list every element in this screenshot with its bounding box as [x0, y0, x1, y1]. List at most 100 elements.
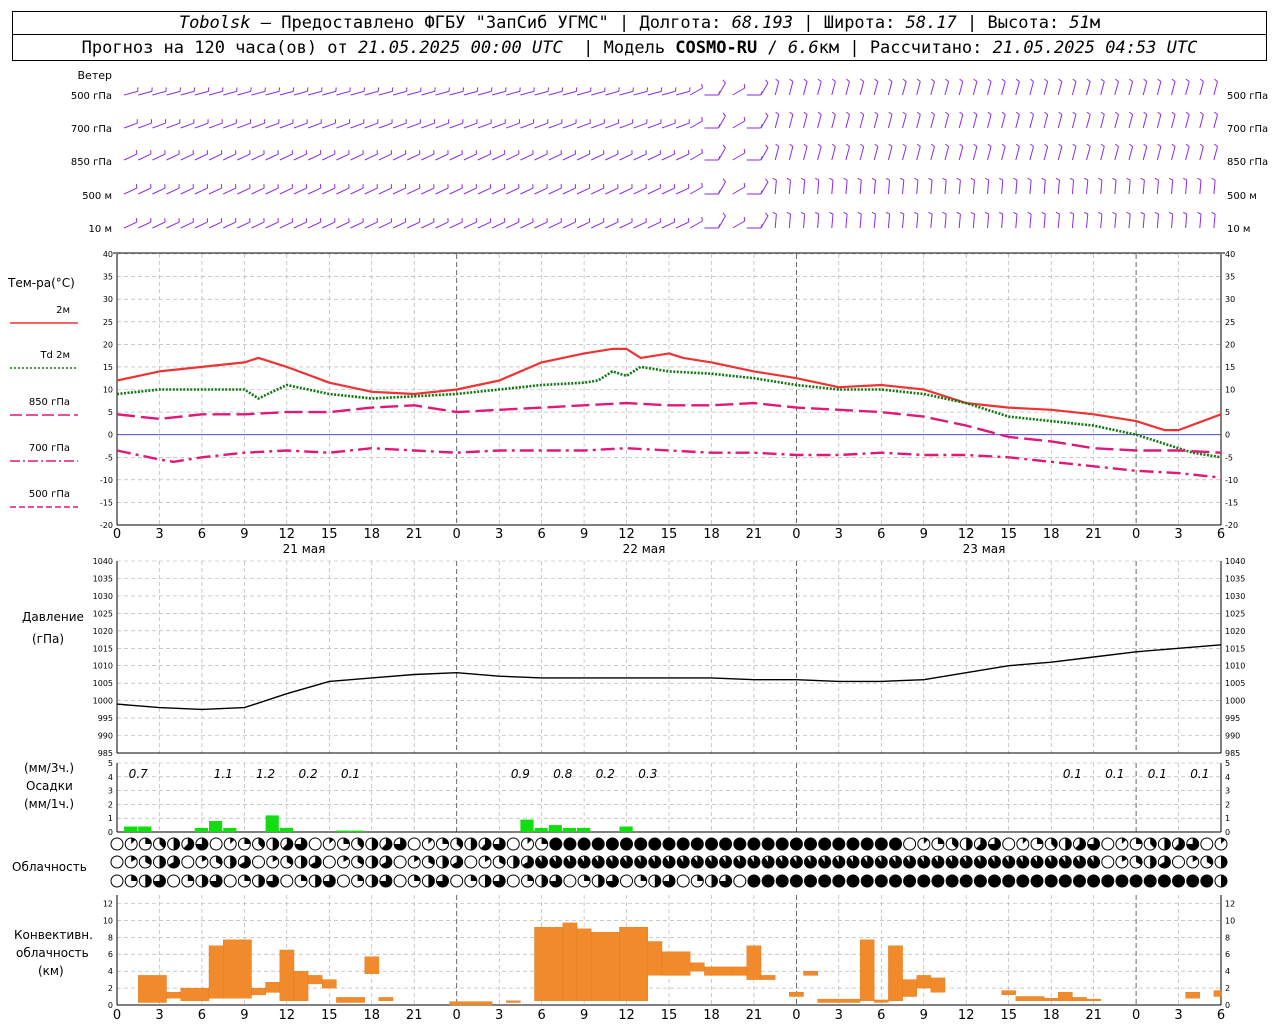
wind-barb-flag: [743, 182, 746, 188]
wind-barb: [1142, 214, 1145, 229]
cloud-symbol-fill: [1059, 856, 1072, 868]
wind-barb: [166, 187, 180, 195]
y-tick-left: -20: [100, 521, 113, 530]
convective-bar: [746, 945, 762, 980]
date-label-23: 23 мая: [963, 542, 1006, 556]
cloud-symbol-fill: [1121, 856, 1128, 862]
wind-barb-flag: [984, 211, 989, 215]
wind-barb: [520, 221, 534, 229]
wind-barb: [972, 146, 978, 161]
wind-barb: [1213, 214, 1216, 229]
wind-barb: [689, 220, 703, 229]
wind-barb-flag: [1041, 211, 1046, 215]
wind-barb: [689, 152, 703, 161]
wind-barb: [152, 187, 166, 195]
cloud-symbol-fill: [286, 856, 293, 865]
cloud-symbol: [181, 855, 195, 869]
cloud-symbol: [450, 874, 464, 888]
wind-barb: [1185, 214, 1188, 229]
wind-barb: [1114, 81, 1119, 96]
wind-barb: [1071, 146, 1077, 161]
wind-barb: [859, 114, 865, 129]
wind-barb: [633, 90, 648, 96]
cloud-symbol-fill: [861, 838, 874, 850]
convective-bar: [279, 949, 295, 1001]
cloud-symbol-fill: [592, 856, 605, 868]
wind-barb: [633, 153, 647, 161]
wind-barb: [1185, 81, 1190, 96]
precip-bar: [534, 827, 548, 832]
hour-tick-bottom: 12: [618, 1008, 635, 1023]
y-tick-left: 1005: [93, 679, 113, 688]
wind-barb: [265, 187, 279, 195]
convective-bar: [874, 999, 889, 1003]
wind-barb: [944, 214, 947, 229]
cloud-symbol-fill: [272, 856, 278, 862]
cloud-symbol-fill: [1221, 875, 1227, 887]
wind-barb: [1100, 214, 1103, 229]
cloud-symbol-fill: [381, 837, 392, 850]
cloud-symbol-fill: [804, 875, 817, 887]
cloud-symbol-fill: [832, 875, 845, 887]
pressure-series: [116, 644, 1222, 711]
wind-barb: [944, 81, 950, 96]
cloud-symbol-fill: [1186, 838, 1199, 850]
cloud-symbol-fill: [1186, 875, 1199, 887]
convective-bar: [307, 975, 323, 985]
wind-barb: [562, 90, 577, 96]
cloud-symbol-fill: [804, 838, 817, 850]
wind-barb: [534, 221, 548, 229]
wind-barb-flag: [959, 78, 964, 82]
wind-barb: [407, 90, 421, 96]
wind-barb-flag: [701, 83, 703, 89]
cloud-symbol-fill: [282, 837, 293, 850]
convective-bar: [930, 977, 946, 993]
hour-tick: 12: [618, 527, 635, 542]
cloud-symbol-fill: [1206, 856, 1213, 865]
wind-barb: [208, 187, 222, 195]
wind-barb-flag: [193, 87, 196, 92]
convective-bar: [265, 982, 281, 993]
wind-barb-flag: [1027, 177, 1032, 181]
cloud-symbol-fill: [563, 856, 576, 868]
wind-barb-flag: [1001, 111, 1006, 115]
wind-barb: [732, 87, 746, 96]
convective-bar: [1001, 990, 1016, 995]
cloud-symbol-fill: [244, 875, 251, 881]
wind-barb: [576, 122, 591, 129]
hour-tick-bottom: 6: [537, 1008, 545, 1023]
wind-barb: [251, 221, 265, 229]
wind-barb-flag: [722, 212, 726, 217]
cloud-symbol-fill: [357, 856, 364, 865]
wind-barb: [506, 122, 520, 129]
y-tick-right: 1015: [1225, 644, 1245, 653]
wind-barb: [1001, 146, 1006, 161]
wind-barb: [859, 81, 865, 96]
hour-tick-bottom: 9: [920, 1008, 928, 1023]
wind-barb: [137, 187, 152, 195]
wind-barb: [1185, 114, 1190, 129]
wind-barb-flag: [803, 143, 808, 147]
wind-barb: [350, 122, 364, 129]
wind-barb: [208, 221, 222, 229]
hour-tick-bottom: 3: [495, 1008, 503, 1023]
precipitation-series: 0.7 1.1 1.2 0.2 0.1 0.9 0.8 0.2 0.3 0.1 0.1 0.1 0.1: [124, 767, 1209, 832]
wind-barb-flag: [930, 111, 935, 115]
wind-barb-flag: [1114, 111, 1119, 115]
y-tick-left: 1020: [93, 627, 113, 636]
title-sep-3: |: [956, 13, 988, 33]
wind-barb: [1086, 81, 1091, 96]
wind-barb: [675, 90, 690, 96]
cloud-symbol-fill: [598, 875, 605, 887]
wind-barb-flag: [928, 177, 933, 181]
cloud-symbol-fill: [946, 875, 959, 887]
cloud-symbol-fill: [379, 875, 392, 888]
wind-barb: [506, 90, 520, 96]
wind-barb: [788, 114, 794, 129]
hour-tick: 6: [1217, 527, 1225, 542]
y-tick-left: 2: [108, 984, 113, 993]
wind-barb-flag: [743, 116, 746, 122]
cloud-symbol-fill: [719, 838, 732, 850]
wind-barb-flag: [1157, 143, 1162, 147]
y-tick-right: 5: [1225, 759, 1230, 768]
